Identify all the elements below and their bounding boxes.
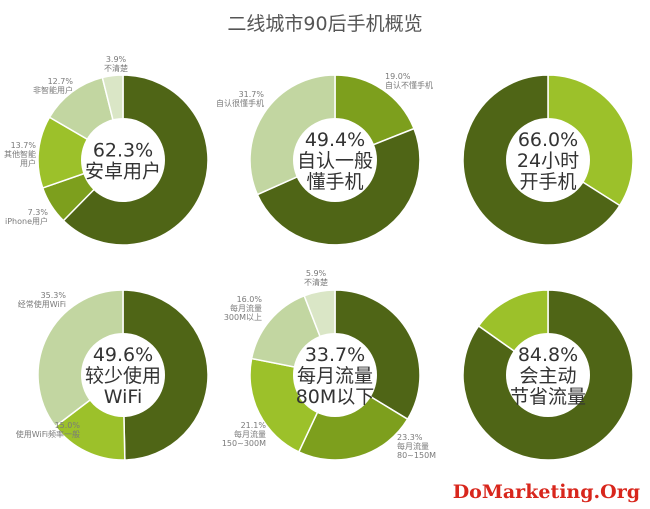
slice-label: 80~150M (397, 451, 436, 460)
slice-label: 每月流量 (397, 441, 429, 451)
center-label: 较少使用 (85, 365, 161, 387)
center-label: 安卓用户 (85, 161, 161, 183)
donut-hole (293, 333, 377, 417)
watermark: DoMarketing.Org (453, 481, 640, 503)
slice-label: 5.9% (306, 269, 327, 278)
pie-slice (37, 289, 124, 428)
center-percentage: 62.3% (93, 140, 153, 162)
slice-label: 3.9% (106, 55, 127, 64)
center-percentage: 66.0% (518, 129, 578, 151)
slice-label: 使用WiFi频率一般 (16, 429, 80, 439)
center-percentage: 49.6% (93, 344, 153, 366)
donut-hole (293, 118, 377, 202)
center-label: 节省流量 (510, 386, 586, 408)
center-percentage: 33.7% (305, 344, 365, 366)
slice-label: 每月流量 (230, 303, 262, 313)
center-label: WiFi (104, 386, 142, 408)
slice-label: 16.0% (237, 295, 263, 304)
center-label: 80M以下 (296, 386, 375, 408)
pie-slice (122, 289, 209, 461)
slice-label: 15.0% (55, 421, 81, 430)
donut-hole (81, 333, 165, 417)
center-label: 开手机 (519, 171, 576, 193)
center-label: 每月流量 (297, 365, 373, 387)
slice-label: 自认很懂手机 (216, 98, 264, 108)
slice-label: 150~300M (222, 439, 266, 448)
slice-label: 12.7% (48, 77, 74, 86)
slice-label: 19.0% (385, 72, 411, 81)
slice-label: 每月流量 (234, 429, 266, 439)
slice-label: 35.3% (41, 291, 67, 300)
center-percentage: 84.8% (518, 344, 578, 366)
slice-label: 自认不懂手机 (385, 80, 433, 90)
slice-label: 300M以上 (224, 313, 262, 322)
center-percentage: 49.4% (305, 129, 365, 151)
slice-label: 不清楚 (104, 63, 128, 73)
slice-label: 21.1% (241, 421, 267, 430)
center-label: 懂手机 (306, 171, 363, 193)
center-label: 会主动 (519, 365, 576, 387)
donut-chart-5: 33.7%每月流量80M以下23.3%每月流量80~150M21.1%每月流量1… (222, 269, 436, 461)
pie-slice (37, 116, 125, 189)
donut-hole (506, 333, 590, 417)
donut-hole (81, 118, 165, 202)
slice-label: iPhone用户 (5, 216, 48, 226)
slice-label: 其他智能 (4, 149, 36, 159)
slice-label: 不清楚 (304, 277, 328, 287)
slice-label: 23.3% (397, 433, 423, 442)
slice-label: 7.3% (28, 208, 49, 217)
slice-label: 用户 (20, 158, 36, 168)
donut-hole (506, 118, 590, 202)
center-label: 自认一般 (297, 150, 373, 172)
slice-label: 经常使用WiFi (18, 299, 66, 309)
slice-label: 13.7% (11, 141, 37, 150)
slice-label: 31.7% (239, 90, 265, 99)
page-title: 二线城市90后手机概览 (227, 13, 422, 35)
center-label: 24小时 (517, 150, 579, 172)
slice-label: 非智能用户 (33, 85, 73, 95)
